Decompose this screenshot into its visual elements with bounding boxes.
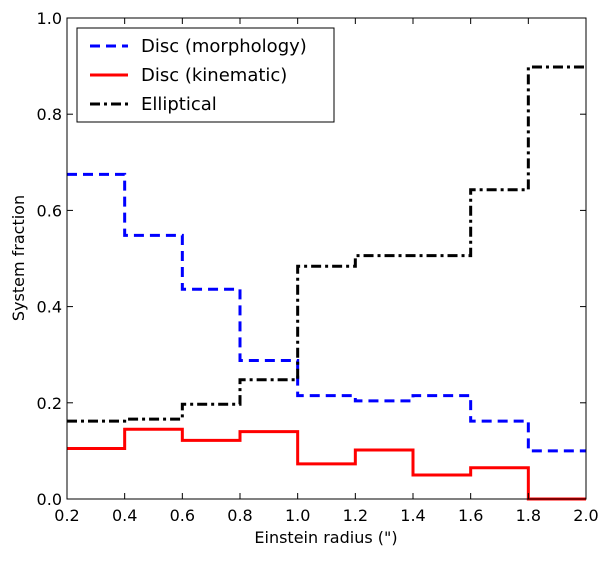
series-line-1 [67,172,586,453]
x-tick-label: 1.2 [343,506,368,525]
y-tick-label: 0.6 [37,201,62,220]
y-tick-label: 0.8 [37,105,62,124]
x-tick-label: 1.0 [285,506,310,525]
x-tick-label: 0.6 [170,506,195,525]
series-layer [67,65,586,501]
x-tick-label: 0.2 [54,506,79,525]
x-tick-label: 2.0 [573,506,598,525]
y-tick-label: 0.0 [37,490,62,509]
x-tick-label: 1.4 [400,506,425,525]
x-tick-label: 1.8 [516,506,541,525]
y-tick-label: 0.2 [37,394,62,413]
y-axis-label: System fraction [9,195,28,321]
legend-label-3: Elliptical [141,94,217,115]
legend: Disc (morphology) Disc (kinematic) Ellipti… [76,27,335,123]
y-tick-label: 1.0 [37,9,62,28]
series-line-3 [67,65,586,423]
legend-label-2: Disc (kinematic) [141,65,287,86]
y-tick-label: 0.4 [37,298,62,317]
legend-label-1: Disc (morphology) [141,36,307,57]
tick-layer: 0.2 0.4 0.6 0.8 1.0 1.2 1.4 1.6 1.8 2.00.00.20.40… [37,9,599,525]
x-tick-label: 1.6 [458,506,483,525]
series-line-2 [67,427,586,501]
x-tick-label: 0.4 [112,506,137,525]
x-axis-label: Einstein radius (") [254,528,397,547]
plot-frame [66,17,587,500]
x-tick-label: 0.8 [227,506,252,525]
